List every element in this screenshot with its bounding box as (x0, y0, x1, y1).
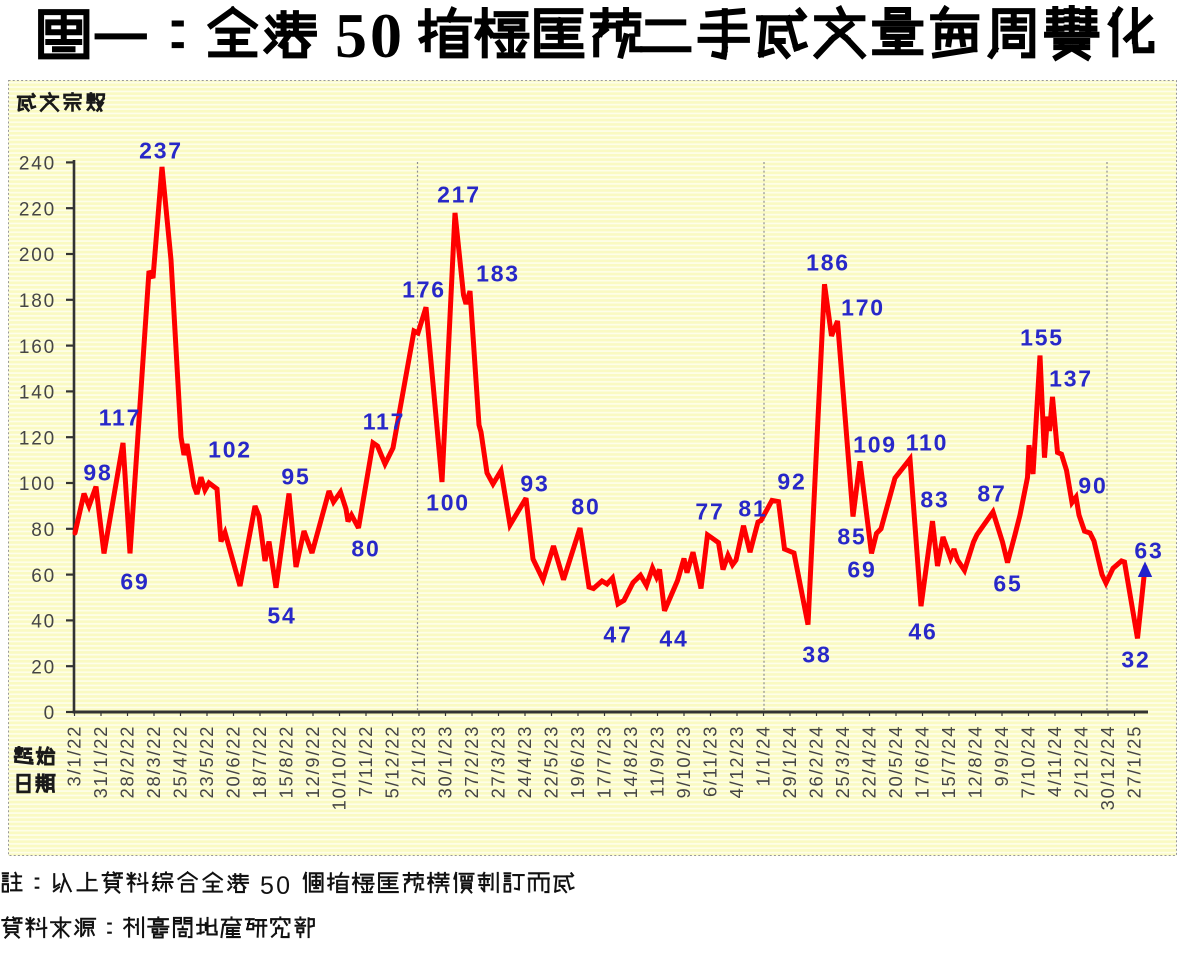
svg-text:46: 46 (908, 619, 937, 645)
svg-text:2/1/23: 2/1/23 (408, 725, 429, 787)
svg-text:109: 109 (853, 432, 897, 458)
svg-text:80: 80 (351, 536, 380, 562)
svg-text:26/2/24: 26/2/24 (805, 725, 826, 799)
svg-text:40: 40 (31, 612, 56, 633)
svg-text:81: 81 (738, 496, 767, 522)
svg-text:110: 110 (906, 430, 949, 456)
svg-text:17/7/23: 17/7/23 (593, 725, 614, 799)
svg-text:160: 160 (19, 337, 56, 358)
svg-text:117: 117 (99, 405, 142, 431)
svg-text:220: 220 (19, 199, 56, 220)
svg-text:27/3/23: 27/3/23 (487, 725, 508, 799)
svg-text:15/8/22: 15/8/22 (275, 725, 296, 799)
svg-text:20/6/22: 20/6/22 (222, 725, 243, 799)
svg-text:22/4/24: 22/4/24 (858, 725, 879, 799)
svg-text:11/9/23: 11/9/23 (646, 725, 667, 797)
svg-text:120: 120 (19, 428, 56, 449)
svg-text:7/11/22: 7/11/22 (355, 725, 376, 797)
svg-text:24/4/23: 24/4/23 (514, 725, 535, 799)
svg-text:44: 44 (659, 626, 688, 652)
svg-text:186: 186 (806, 250, 850, 276)
svg-text:20: 20 (31, 657, 56, 678)
svg-text:100: 100 (426, 490, 470, 516)
svg-text:183: 183 (476, 261, 520, 287)
svg-text:27/2/23: 27/2/23 (461, 725, 482, 799)
svg-text:50: 50 (335, 0, 405, 71)
svg-text:12/8/24: 12/8/24 (964, 725, 985, 799)
svg-text:50: 50 (260, 872, 292, 900)
svg-text:2/12/24: 2/12/24 (1070, 725, 1091, 799)
svg-text:4/11/24: 4/11/24 (1044, 725, 1065, 797)
svg-text:15/7/24: 15/7/24 (938, 725, 959, 799)
svg-text:77: 77 (695, 499, 724, 525)
svg-text:98: 98 (83, 460, 112, 486)
svg-text:237: 237 (139, 138, 183, 164)
svg-text:38: 38 (802, 642, 831, 668)
svg-text:9/10/23: 9/10/23 (673, 725, 694, 799)
svg-text:32: 32 (1121, 647, 1150, 673)
svg-text:69: 69 (847, 557, 876, 583)
svg-text:63: 63 (1134, 538, 1163, 564)
svg-text:137: 137 (1049, 366, 1093, 392)
svg-text:69: 69 (120, 569, 149, 595)
svg-text:47: 47 (603, 622, 632, 648)
svg-text:80: 80 (31, 520, 56, 541)
svg-text:83: 83 (920, 487, 949, 513)
svg-text:27/1/25: 27/1/25 (1123, 725, 1144, 799)
svg-text:80: 80 (571, 494, 600, 520)
svg-text:117: 117 (363, 409, 406, 435)
svg-text:200: 200 (19, 245, 56, 266)
svg-text:22/5/23: 22/5/23 (540, 725, 561, 799)
svg-text:5/12/22: 5/12/22 (381, 725, 402, 799)
svg-text:60: 60 (31, 566, 56, 587)
svg-text:10/10/22: 10/10/22 (328, 725, 349, 811)
svg-text:20/5/24: 20/5/24 (885, 725, 906, 799)
svg-text:100: 100 (19, 474, 56, 495)
svg-text:4/12/23: 4/12/23 (726, 725, 747, 799)
svg-text:28/2/22: 28/2/22 (116, 725, 137, 799)
svg-text:19/6/23: 19/6/23 (567, 725, 588, 799)
svg-text:87: 87 (977, 481, 1006, 507)
svg-text:65: 65 (993, 571, 1022, 597)
svg-text:18/7/22: 18/7/22 (249, 725, 270, 799)
svg-text:85: 85 (837, 524, 866, 550)
svg-text:180: 180 (19, 291, 56, 312)
svg-text:9/9/24: 9/9/24 (991, 725, 1012, 787)
svg-text:0: 0 (44, 703, 56, 724)
svg-text:14/8/23: 14/8/23 (620, 725, 641, 799)
svg-text:102: 102 (208, 437, 252, 463)
svg-text:95: 95 (281, 464, 310, 490)
svg-text:3/1/22: 3/1/22 (63, 725, 84, 787)
svg-text:140: 140 (19, 383, 56, 404)
svg-text:6/11/23: 6/11/23 (699, 725, 720, 797)
svg-text:23/5/22: 23/5/22 (196, 725, 217, 799)
svg-text:176: 176 (402, 277, 446, 303)
svg-text:25/4/22: 25/4/22 (169, 725, 190, 799)
svg-text:29/1/24: 29/1/24 (779, 725, 800, 799)
svg-text:240: 240 (19, 154, 56, 175)
svg-text:93: 93 (520, 471, 549, 497)
svg-text:92: 92 (777, 469, 806, 495)
svg-text:30/12/24: 30/12/24 (1097, 725, 1118, 811)
svg-text:25/3/24: 25/3/24 (832, 725, 853, 799)
svg-text:30/1/23: 30/1/23 (434, 725, 455, 799)
svg-text:54: 54 (267, 603, 296, 629)
svg-text:155: 155 (1020, 325, 1064, 351)
svg-text:31/1/22: 31/1/22 (90, 725, 111, 799)
svg-text:12/9/22: 12/9/22 (302, 725, 323, 799)
svg-text:7/10/24: 7/10/24 (1017, 725, 1038, 799)
svg-text:17/6/24: 17/6/24 (911, 725, 932, 799)
svg-text:28/3/22: 28/3/22 (143, 725, 164, 799)
svg-text:1/1/24: 1/1/24 (752, 725, 773, 787)
svg-text:90: 90 (1078, 473, 1107, 499)
svg-text:170: 170 (841, 295, 885, 321)
svg-text:217: 217 (437, 182, 481, 208)
